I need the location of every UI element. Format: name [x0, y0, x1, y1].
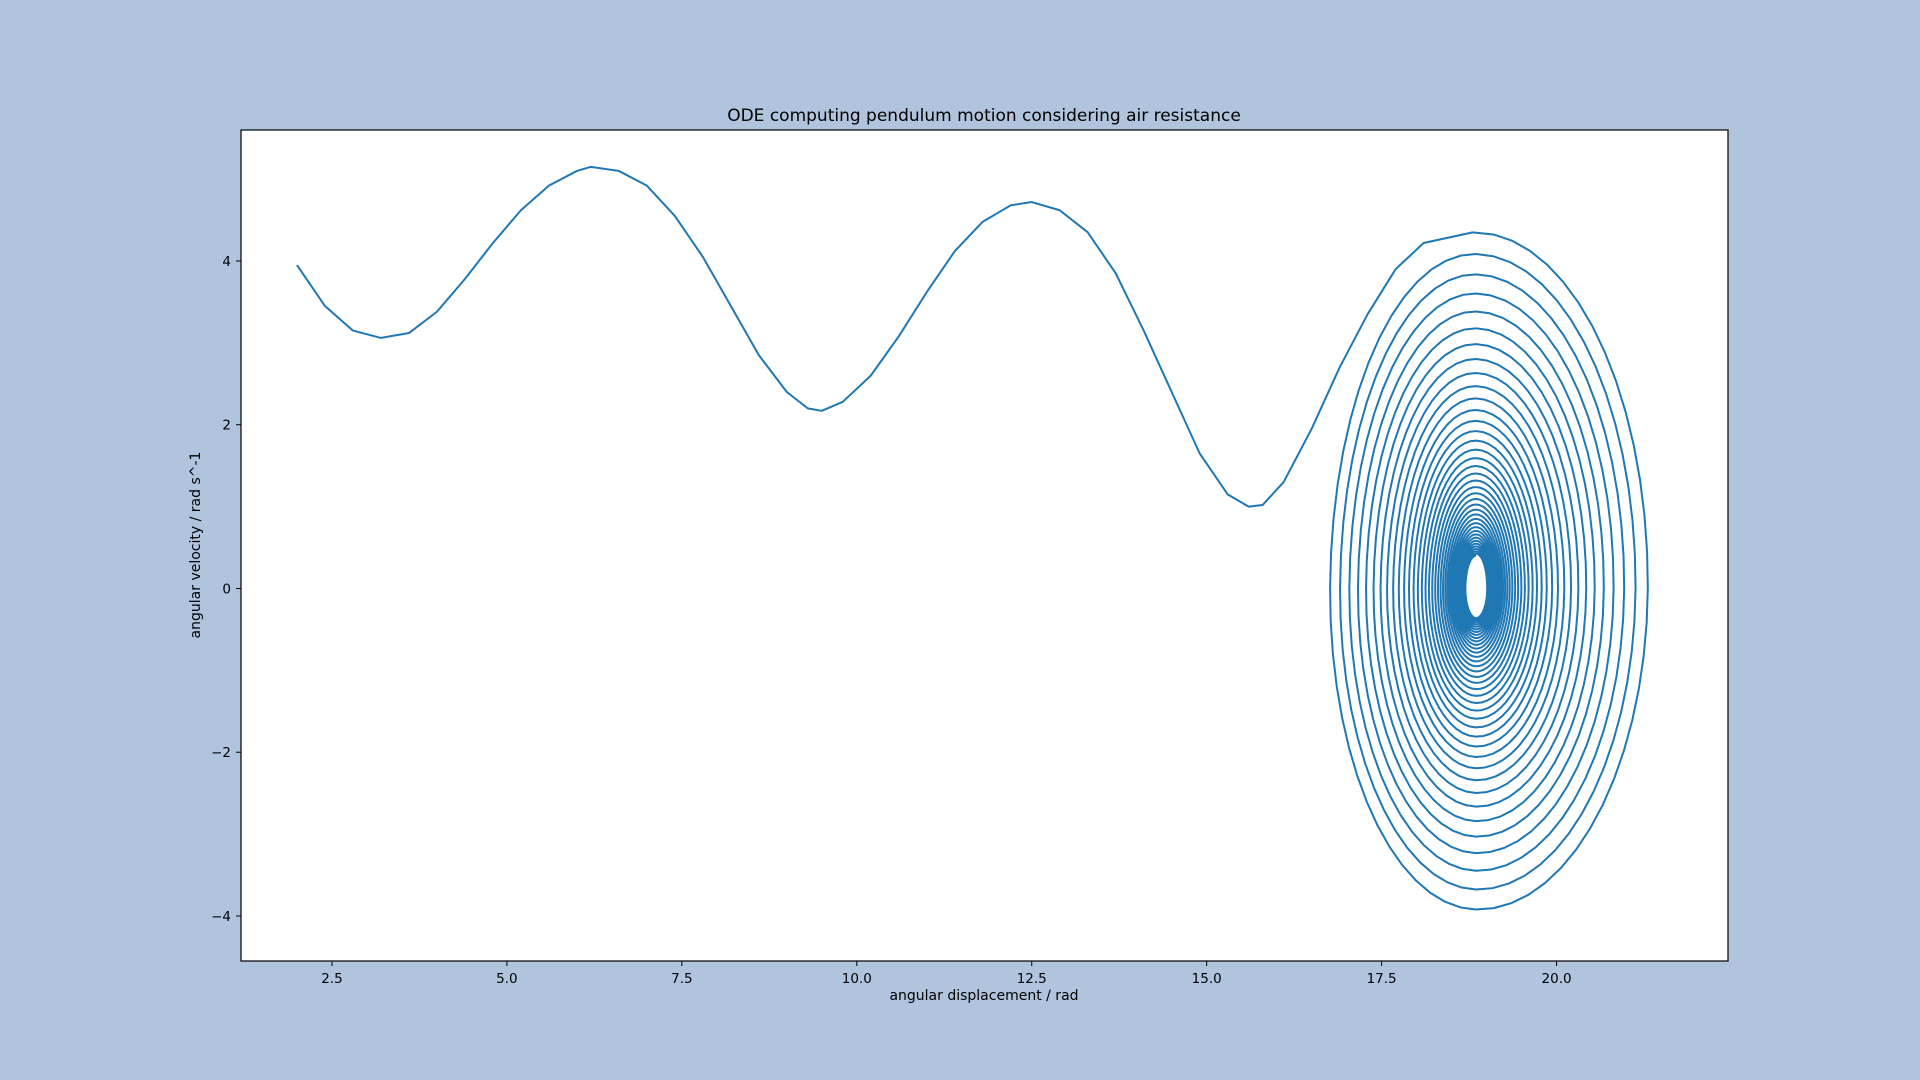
x-tick-label: 5.0 [496, 971, 517, 987]
x-tick-label: 10.0 [842, 971, 872, 987]
y-tick-label: 0 [222, 581, 231, 597]
y-axis-ticks: −4 −2 0 2 4 [211, 254, 241, 925]
x-tick-label: 12.5 [1017, 971, 1047, 987]
x-tick-label: 17.5 [1367, 971, 1397, 987]
x-tick-label: 20.0 [1542, 971, 1572, 987]
x-axis-label: angular displacement / rad [889, 988, 1078, 1004]
x-tick-label: 7.5 [671, 971, 692, 987]
y-tick-label: −4 [211, 909, 231, 925]
x-tick-label: 15.0 [1192, 971, 1222, 987]
y-tick-label: 2 [222, 418, 231, 434]
y-axis-label: angular velocity / rad s^-1 [188, 452, 204, 639]
series-layer [296, 165, 1649, 911]
chart-title: ODE computing pendulum motion considerin… [727, 106, 1241, 126]
x-tick-label: 2.5 [321, 971, 342, 987]
y-tick-label: 4 [222, 254, 231, 270]
x-axis-ticks: 2.5 5.0 7.5 10.0 12.5 15.0 17.5 20.0 [321, 961, 1572, 987]
y-tick-label: −2 [211, 745, 231, 761]
series-line [296, 165, 1649, 911]
